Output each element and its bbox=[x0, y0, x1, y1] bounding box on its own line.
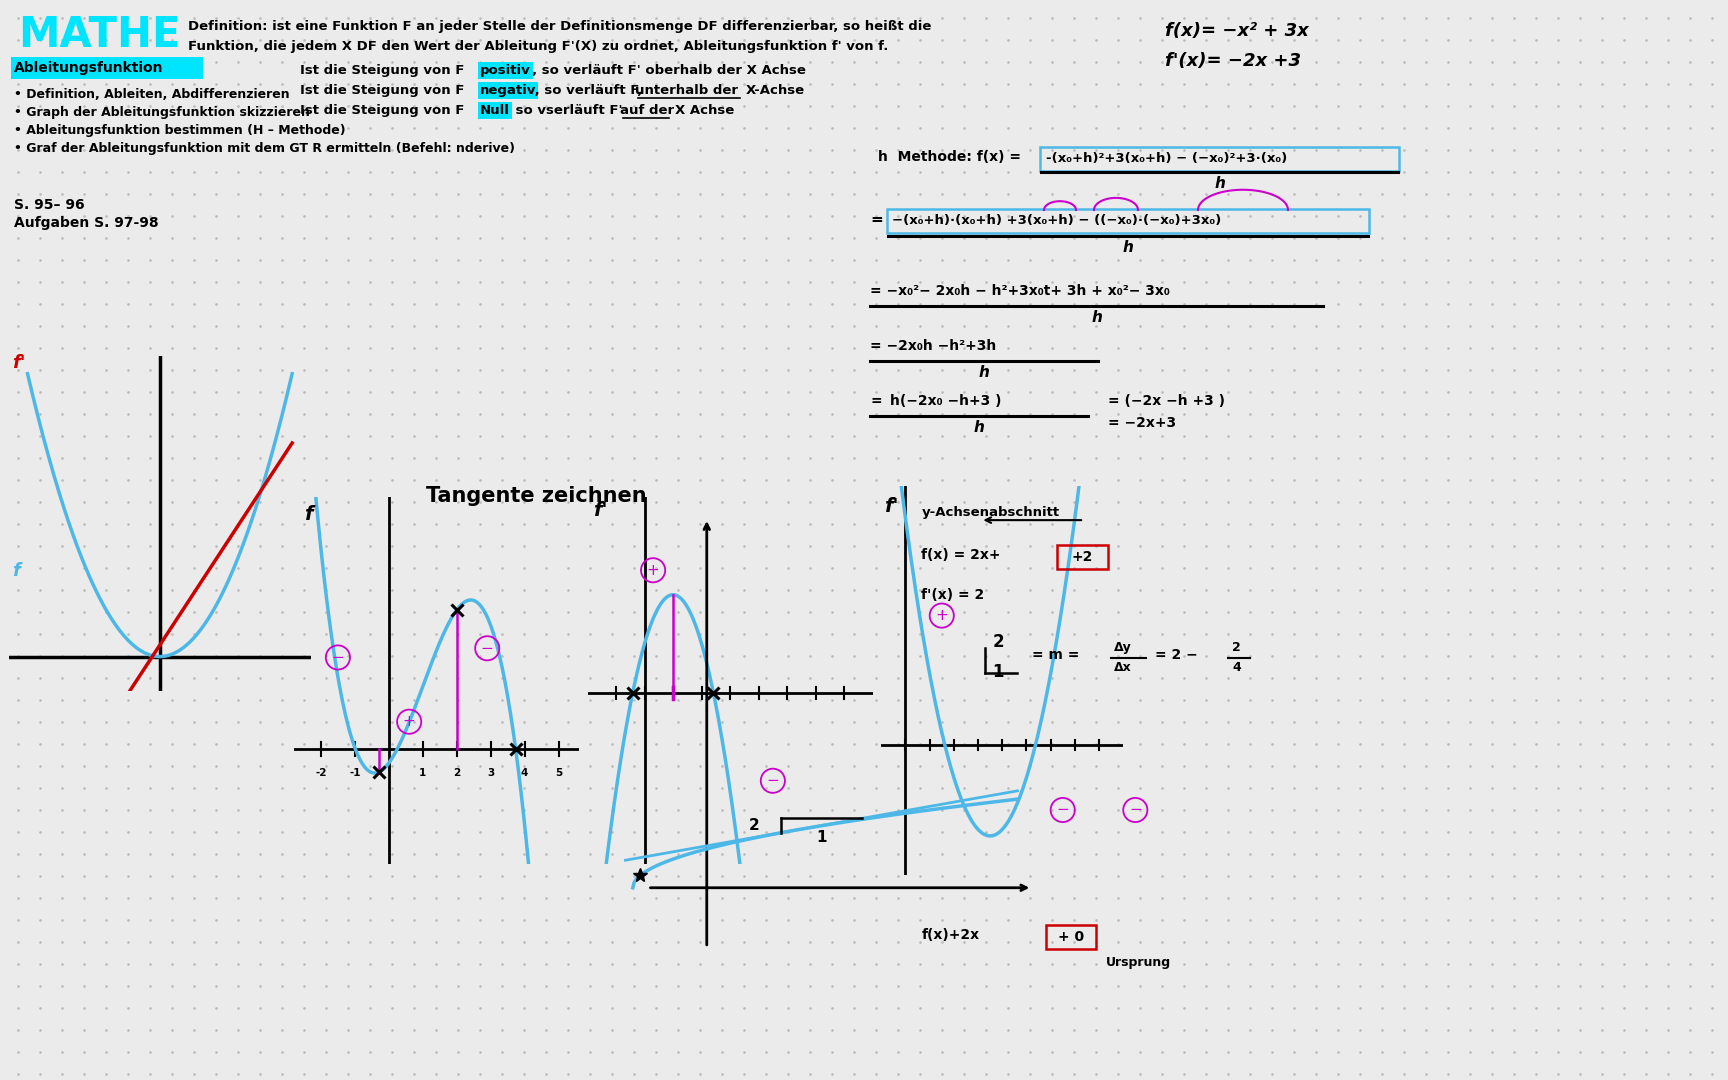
Text: negativ: negativ bbox=[480, 84, 536, 97]
Text: f: f bbox=[304, 504, 313, 524]
Text: + 0: + 0 bbox=[1058, 930, 1083, 944]
Text: 3: 3 bbox=[487, 768, 494, 778]
Text: Δx: Δx bbox=[1113, 661, 1132, 674]
Text: 4: 4 bbox=[1232, 661, 1241, 674]
Text: −: − bbox=[767, 773, 779, 788]
Text: Δy: Δy bbox=[1113, 642, 1132, 654]
Text: h: h bbox=[980, 365, 990, 380]
Text: Ist die Steigung von F: Ist die Steigung von F bbox=[301, 84, 468, 97]
Text: X-Achse: X-Achse bbox=[746, 84, 805, 97]
Text: f(x)= −x² + 3x: f(x)= −x² + 3x bbox=[1165, 22, 1308, 40]
Text: f': f' bbox=[593, 501, 608, 521]
Text: Aufgaben S. 97-98: Aufgaben S. 97-98 bbox=[14, 216, 159, 230]
Text: h  Methode: f(x) =: h Methode: f(x) = bbox=[878, 150, 1021, 164]
Text: = m =: = m = bbox=[1032, 648, 1080, 662]
Text: • Graf der Ableitungsfunktion mit dem GT R ermitteln (Befehl: nderive): • Graf der Ableitungsfunktion mit dem GT… bbox=[14, 141, 515, 156]
Text: f: f bbox=[12, 562, 21, 580]
Text: +: + bbox=[646, 563, 660, 578]
Text: 2: 2 bbox=[748, 819, 760, 833]
Text: +2: +2 bbox=[1071, 550, 1094, 564]
Text: , so verläuft F' oberhalb der X Achse: , so verläuft F' oberhalb der X Achse bbox=[532, 64, 805, 77]
Text: 1: 1 bbox=[420, 768, 427, 778]
Text: = 2 −: = 2 − bbox=[1154, 648, 1198, 662]
Text: Tangente zeichnen: Tangente zeichnen bbox=[425, 486, 646, 507]
FancyBboxPatch shape bbox=[10, 57, 202, 79]
Text: = −2x₀h −h²+3h: = −2x₀h −h²+3h bbox=[869, 339, 997, 353]
Text: Null: Null bbox=[480, 104, 510, 117]
Text: +: + bbox=[403, 714, 415, 729]
Text: f'(x)= −2x +3: f'(x)= −2x +3 bbox=[1165, 52, 1301, 70]
Text: =: = bbox=[869, 394, 881, 408]
Text: +: + bbox=[935, 608, 949, 623]
Text: Funktion, die jedem X DF den Wert der Ableitung F'(X) zu ordnet, Ableitungsfunkt: Funktion, die jedem X DF den Wert der Ab… bbox=[188, 40, 888, 53]
Text: Ursprung: Ursprung bbox=[1106, 956, 1172, 969]
Text: 4: 4 bbox=[520, 768, 529, 778]
Text: -2: -2 bbox=[314, 768, 327, 778]
Text: −: − bbox=[480, 640, 494, 656]
Text: 1: 1 bbox=[816, 831, 826, 846]
Text: Ist die Steigung von F: Ist die Steigung von F bbox=[301, 64, 468, 77]
Text: f(x)+2x: f(x)+2x bbox=[921, 928, 980, 942]
Text: y-Achsenabschnitt: y-Achsenabschnitt bbox=[921, 507, 1059, 519]
Text: −: − bbox=[1056, 802, 1070, 818]
Text: 2: 2 bbox=[1232, 642, 1241, 654]
Text: unterhalb der: unterhalb der bbox=[634, 84, 738, 97]
Text: =: = bbox=[869, 212, 883, 227]
Text: f'(x) = 2: f'(x) = 2 bbox=[921, 588, 985, 602]
Text: 2: 2 bbox=[992, 633, 1004, 651]
Text: f': f' bbox=[12, 354, 26, 372]
Text: f(x) = 2x+: f(x) = 2x+ bbox=[921, 548, 1001, 562]
Text: • Graph der Ableitungsfunktion skizzieren: • Graph der Ableitungsfunktion skizziere… bbox=[14, 106, 309, 119]
Text: -1: -1 bbox=[349, 768, 361, 778]
Text: Ist die Steigung von F: Ist die Steigung von F bbox=[301, 104, 468, 117]
Text: h: h bbox=[975, 420, 985, 435]
Text: so vserläuft F': so vserläuft F' bbox=[511, 104, 622, 117]
Text: = (−2x −h +3 ): = (−2x −h +3 ) bbox=[1108, 394, 1225, 408]
Text: Definition: ist eine Funktion F an jeder Stelle der Definitionsmenge DF differen: Definition: ist eine Funktion F an jeder… bbox=[188, 21, 931, 33]
Text: = −2x+3: = −2x+3 bbox=[1108, 416, 1177, 430]
Text: 1: 1 bbox=[992, 663, 1004, 681]
Text: auf der: auf der bbox=[620, 104, 674, 117]
Text: 2: 2 bbox=[453, 768, 460, 778]
Text: S. 95– 96: S. 95– 96 bbox=[14, 198, 85, 212]
Text: -(x₀+h)²+3(x₀+h) − (−x₀)²+3·(x₀): -(x₀+h)²+3(x₀+h) − (−x₀)²+3·(x₀) bbox=[1045, 152, 1287, 165]
Text: −: − bbox=[332, 650, 344, 665]
Text: h: h bbox=[1215, 176, 1225, 191]
Text: −(x₀+h)·(x₀+h) +3(x₀+h) − ((−x₀)·(−x₀)+3x₀): −(x₀+h)·(x₀+h) +3(x₀+h) − ((−x₀)·(−x₀)+3… bbox=[892, 214, 1222, 227]
Text: MATHE: MATHE bbox=[17, 14, 180, 56]
Text: h: h bbox=[1123, 240, 1134, 255]
Text: , so verläuft F,: , so verläuft F, bbox=[530, 84, 643, 97]
Text: • Definition, Ableiten, Abdifferenzieren: • Definition, Ableiten, Abdifferenzieren bbox=[14, 87, 290, 102]
Text: Ableitungsfunktion: Ableitungsfunktion bbox=[14, 60, 164, 75]
Text: h: h bbox=[1092, 310, 1102, 325]
Text: • Ableitungsfunktion bestimmen (H – Methode): • Ableitungsfunktion bestimmen (H – Meth… bbox=[14, 124, 346, 137]
Text: h(−2x₀ −h+3 ): h(−2x₀ −h+3 ) bbox=[890, 394, 1002, 408]
Text: = −x₀²− 2x₀h − h²+3x₀t+ 3h + x₀²− 3x₀: = −x₀²− 2x₀h − h²+3x₀t+ 3h + x₀²− 3x₀ bbox=[869, 284, 1170, 298]
Text: f': f' bbox=[883, 497, 899, 516]
Text: 5: 5 bbox=[555, 768, 562, 778]
Text: −: − bbox=[1128, 802, 1142, 818]
Text: positiv: positiv bbox=[480, 64, 530, 77]
Text: X Achse: X Achse bbox=[676, 104, 734, 117]
